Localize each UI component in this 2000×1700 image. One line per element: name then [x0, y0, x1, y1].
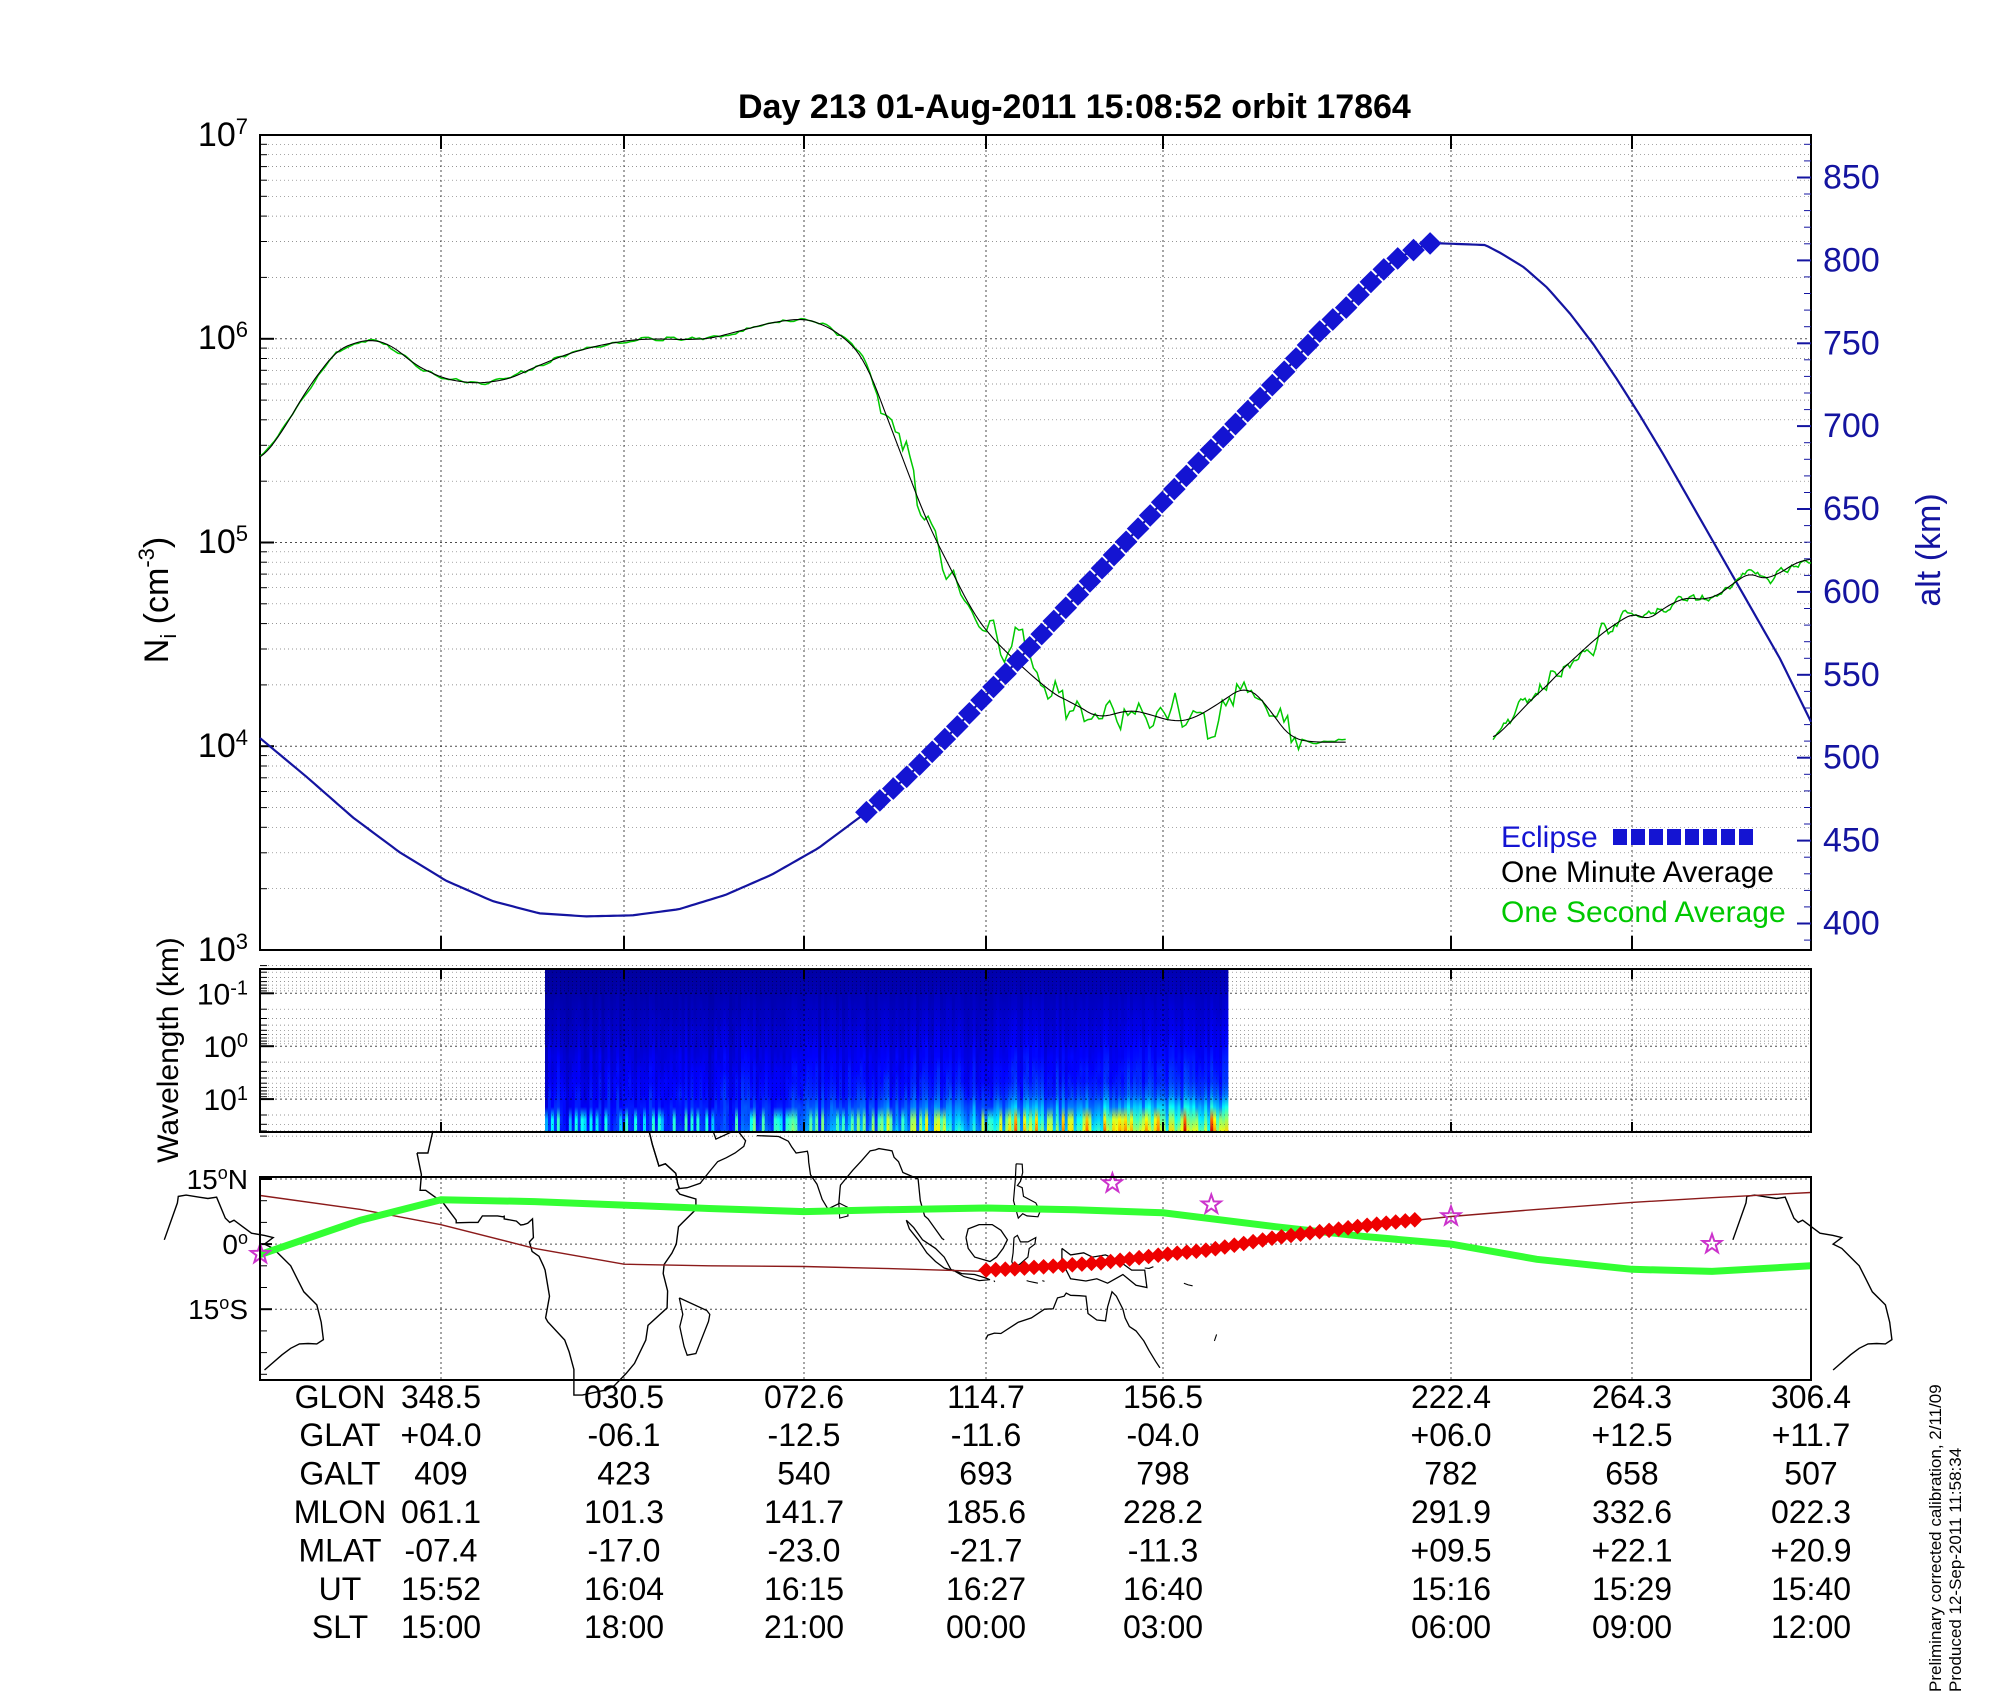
svg-text:114.7: 114.7 [947, 1379, 1025, 1415]
svg-text:658: 658 [1605, 1456, 1658, 1492]
svg-text:GLAT: GLAT [299, 1417, 380, 1453]
svg-text:+09.5: +09.5 [1411, 1533, 1492, 1569]
svg-text:UT: UT [319, 1571, 362, 1607]
svg-text:16:27: 16:27 [946, 1571, 1026, 1607]
svg-text:15oN: 15oN [187, 1163, 248, 1195]
svg-text:Preliminary corrected calibrat: Preliminary corrected calibration, 2/11/… [1926, 1384, 1945, 1692]
svg-text:18:00: 18:00 [584, 1609, 664, 1645]
svg-text:21:00: 21:00 [764, 1609, 844, 1645]
svg-text:16:40: 16:40 [1123, 1571, 1203, 1607]
svg-text:+22.1: +22.1 [1592, 1533, 1673, 1569]
svg-text:550: 550 [1823, 656, 1880, 694]
svg-text:-04.0: -04.0 [1127, 1417, 1200, 1453]
svg-text:MLON: MLON [294, 1494, 386, 1530]
svg-text:06:00: 06:00 [1411, 1609, 1491, 1645]
svg-text:+11.7: +11.7 [1772, 1417, 1851, 1453]
svg-text:072.6: 072.6 [764, 1379, 844, 1415]
svg-text:409: 409 [414, 1456, 467, 1492]
svg-text:alt (km): alt (km) [1910, 493, 1948, 606]
svg-text:Wavelength (km): Wavelength (km) [152, 937, 185, 1163]
svg-text:540: 540 [777, 1456, 830, 1492]
svg-text:-07.4: -07.4 [405, 1533, 478, 1569]
svg-text:800: 800 [1823, 241, 1880, 279]
svg-text:264.3: 264.3 [1592, 1379, 1672, 1415]
svg-text:03:00: 03:00 [1123, 1609, 1203, 1645]
svg-text:-21.7: -21.7 [950, 1533, 1023, 1569]
svg-text:Eclipse: Eclipse [1501, 821, 1598, 854]
svg-text:500: 500 [1823, 739, 1880, 777]
svg-text:185.6: 185.6 [946, 1494, 1026, 1530]
svg-text:228.2: 228.2 [1123, 1494, 1203, 1530]
svg-text:291.9: 291.9 [1411, 1494, 1491, 1530]
svg-text:-12.5: -12.5 [768, 1417, 841, 1453]
svg-text:101.3: 101.3 [584, 1494, 664, 1530]
svg-text:400: 400 [1823, 905, 1880, 943]
svg-text:030.5: 030.5 [584, 1379, 664, 1415]
svg-text:12:00: 12:00 [1771, 1609, 1851, 1645]
svg-text:One Second Average: One Second Average [1501, 896, 1786, 929]
svg-text:306.4: 306.4 [1771, 1379, 1851, 1415]
svg-text:222.4: 222.4 [1411, 1379, 1491, 1415]
svg-text:-06.1: -06.1 [588, 1417, 661, 1453]
svg-text:850: 850 [1823, 159, 1880, 197]
svg-text:09:00: 09:00 [1592, 1609, 1672, 1645]
svg-text:16:04: 16:04 [584, 1571, 664, 1607]
svg-text:650: 650 [1823, 490, 1880, 528]
svg-text:600: 600 [1823, 573, 1880, 611]
svg-text:One Minute Average: One Minute Average [1501, 856, 1774, 889]
svg-text:Produced 12-Sep-2011 11:58:34: Produced 12-Sep-2011 11:58:34 [1946, 1448, 1965, 1692]
svg-text:+12.5: +12.5 [1592, 1417, 1673, 1453]
svg-text:Day 213 01-Aug-2011 15:08:52: Day 213 01-Aug-2011 15:08:52 orbit 17864 [738, 88, 1411, 126]
svg-text:798: 798 [1136, 1456, 1189, 1492]
svg-text:750: 750 [1823, 324, 1880, 362]
svg-text:15:40: 15:40 [1771, 1571, 1851, 1607]
svg-text:+20.9: +20.9 [1771, 1533, 1852, 1569]
svg-text:348.5: 348.5 [401, 1379, 481, 1415]
svg-text:507: 507 [1784, 1456, 1837, 1492]
svg-text:+04.0: +04.0 [401, 1417, 482, 1453]
svg-text:141.7: 141.7 [764, 1494, 844, 1530]
svg-text:GALT: GALT [299, 1456, 380, 1492]
svg-text:15:00: 15:00 [401, 1609, 481, 1645]
svg-text:15oS: 15oS [188, 1293, 248, 1325]
svg-text:-11.3: -11.3 [1128, 1533, 1199, 1569]
svg-text:022.3: 022.3 [1771, 1494, 1851, 1530]
svg-text:156.5: 156.5 [1123, 1379, 1203, 1415]
svg-text:00:00: 00:00 [946, 1609, 1026, 1645]
svg-text:+06.0: +06.0 [1411, 1417, 1492, 1453]
svg-text:693: 693 [959, 1456, 1012, 1492]
svg-text:423: 423 [597, 1456, 650, 1492]
svg-text:15:52: 15:52 [401, 1571, 481, 1607]
svg-text:332.6: 332.6 [1592, 1494, 1672, 1530]
svg-text:-23.0: -23.0 [768, 1533, 841, 1569]
svg-text:15:29: 15:29 [1592, 1571, 1672, 1607]
svg-text:450: 450 [1823, 822, 1880, 860]
svg-text:700: 700 [1823, 407, 1880, 445]
svg-text:GLON: GLON [295, 1379, 386, 1415]
svg-text:16:15: 16:15 [764, 1571, 844, 1607]
svg-text:-17.0: -17.0 [588, 1533, 661, 1569]
svg-text:MLAT: MLAT [299, 1533, 382, 1569]
svg-text:782: 782 [1424, 1456, 1477, 1492]
svg-text:-11.6: -11.6 [951, 1417, 1022, 1453]
svg-text:061.1: 061.1 [401, 1494, 481, 1530]
svg-text:15:16: 15:16 [1411, 1571, 1491, 1607]
svg-text:SLT: SLT [312, 1609, 368, 1645]
